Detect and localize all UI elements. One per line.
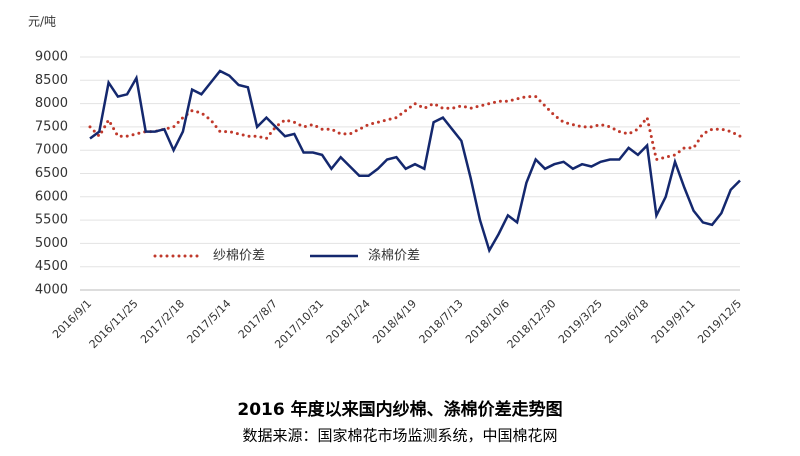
series-line — [89, 69, 741, 254]
x-tick-label: 2016/11/25 — [87, 297, 141, 351]
y-tick-label: 5000 — [35, 236, 68, 251]
y-tick-label: 6500 — [35, 166, 68, 181]
y-tick-label: 7500 — [35, 119, 68, 134]
y-tick-label: 7000 — [35, 143, 68, 158]
legend-label: 纱棉价差 — [213, 249, 265, 264]
x-tick-label: 2018/1/24 — [324, 297, 373, 346]
x-tick-label: 2019/9/11 — [649, 297, 698, 346]
x-tick-label: 2019/3/25 — [556, 297, 605, 346]
x-tick-label: 2018/12/30 — [505, 297, 559, 351]
x-tick-label: 2018/7/13 — [417, 297, 466, 346]
x-tick-label: 2017/10/31 — [272, 297, 326, 351]
y-tick-label: 9000 — [35, 50, 68, 65]
x-tick-label: 2018/4/19 — [370, 297, 419, 346]
x-tick-label: 2018/10/6 — [463, 297, 512, 346]
x-tick-label: 2019/12/5 — [695, 297, 744, 346]
y-tick-label: 4500 — [35, 259, 68, 274]
x-tick-label: 2016/9/1 — [50, 297, 94, 341]
y-tick-label: 4000 — [35, 283, 68, 298]
y-tick-label: 8500 — [35, 73, 68, 88]
chart-title: 2016 年度以来国内纱棉、涤棉价差走势图 — [237, 399, 562, 420]
y-tick-label: 6000 — [35, 189, 68, 204]
y-tick-label: 5500 — [35, 213, 68, 228]
x-tick-label: 2017/8/7 — [236, 297, 280, 341]
x-tick-label: 2019/6/18 — [602, 297, 651, 346]
y-tick-label: 8000 — [35, 96, 68, 111]
y-axis-label: 元/吨 — [28, 15, 56, 29]
chart-subtitle: 数据来源：国家棉花市场监测系统，中国棉花网 — [242, 427, 557, 445]
series-line — [88, 95, 742, 162]
legend-label: 涤棉价差 — [368, 249, 420, 264]
x-tick-label: 2017/5/14 — [184, 297, 233, 346]
x-tick-label: 2017/2/18 — [138, 297, 187, 346]
